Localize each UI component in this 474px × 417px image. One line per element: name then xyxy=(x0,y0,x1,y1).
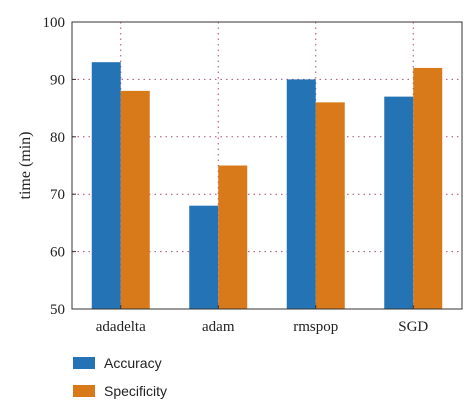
bar-accuracy-sgd xyxy=(384,96,414,310)
legend-swatch-specificity xyxy=(73,385,95,397)
x-tick-label: rmspop xyxy=(293,319,338,335)
legend-swatch-accuracy xyxy=(73,357,95,369)
legend-label-specificity: Specificity xyxy=(104,383,167,399)
y-tick-label: 80 xyxy=(50,130,65,146)
bar-accuracy-adadelta xyxy=(91,62,121,310)
y-tick-label: 50 xyxy=(50,302,65,318)
bar-specificity-adadelta xyxy=(120,90,150,309)
bar-accuracy-adam xyxy=(189,205,219,309)
x-tick-label: SGD xyxy=(398,319,428,335)
y-axis-ticks: 50 60 70 80 90 100 xyxy=(43,15,76,318)
bars xyxy=(91,62,443,310)
y-axis-label: time (min) xyxy=(17,132,34,200)
y-tick-label: 100 xyxy=(43,15,66,31)
plot-frame xyxy=(71,21,463,310)
x-tick-label: adam xyxy=(202,319,235,335)
legend: Accuracy Specificity xyxy=(73,355,167,399)
legend-label-accuracy: Accuracy xyxy=(104,355,162,371)
y-tick-label: 90 xyxy=(50,72,65,88)
x-tick-label: adadelta xyxy=(96,319,146,335)
bar-specificity-adam xyxy=(218,165,248,309)
x-axis-ticks: adadelta adam rmspop SGD xyxy=(96,305,428,335)
y-tick-label: 70 xyxy=(50,187,65,203)
bar-specificity-sgd xyxy=(413,67,443,309)
bar-specificity-rmspop xyxy=(315,102,345,309)
bar-accuracy-rmspop xyxy=(286,79,316,310)
y-tick-label: 60 xyxy=(50,245,65,261)
